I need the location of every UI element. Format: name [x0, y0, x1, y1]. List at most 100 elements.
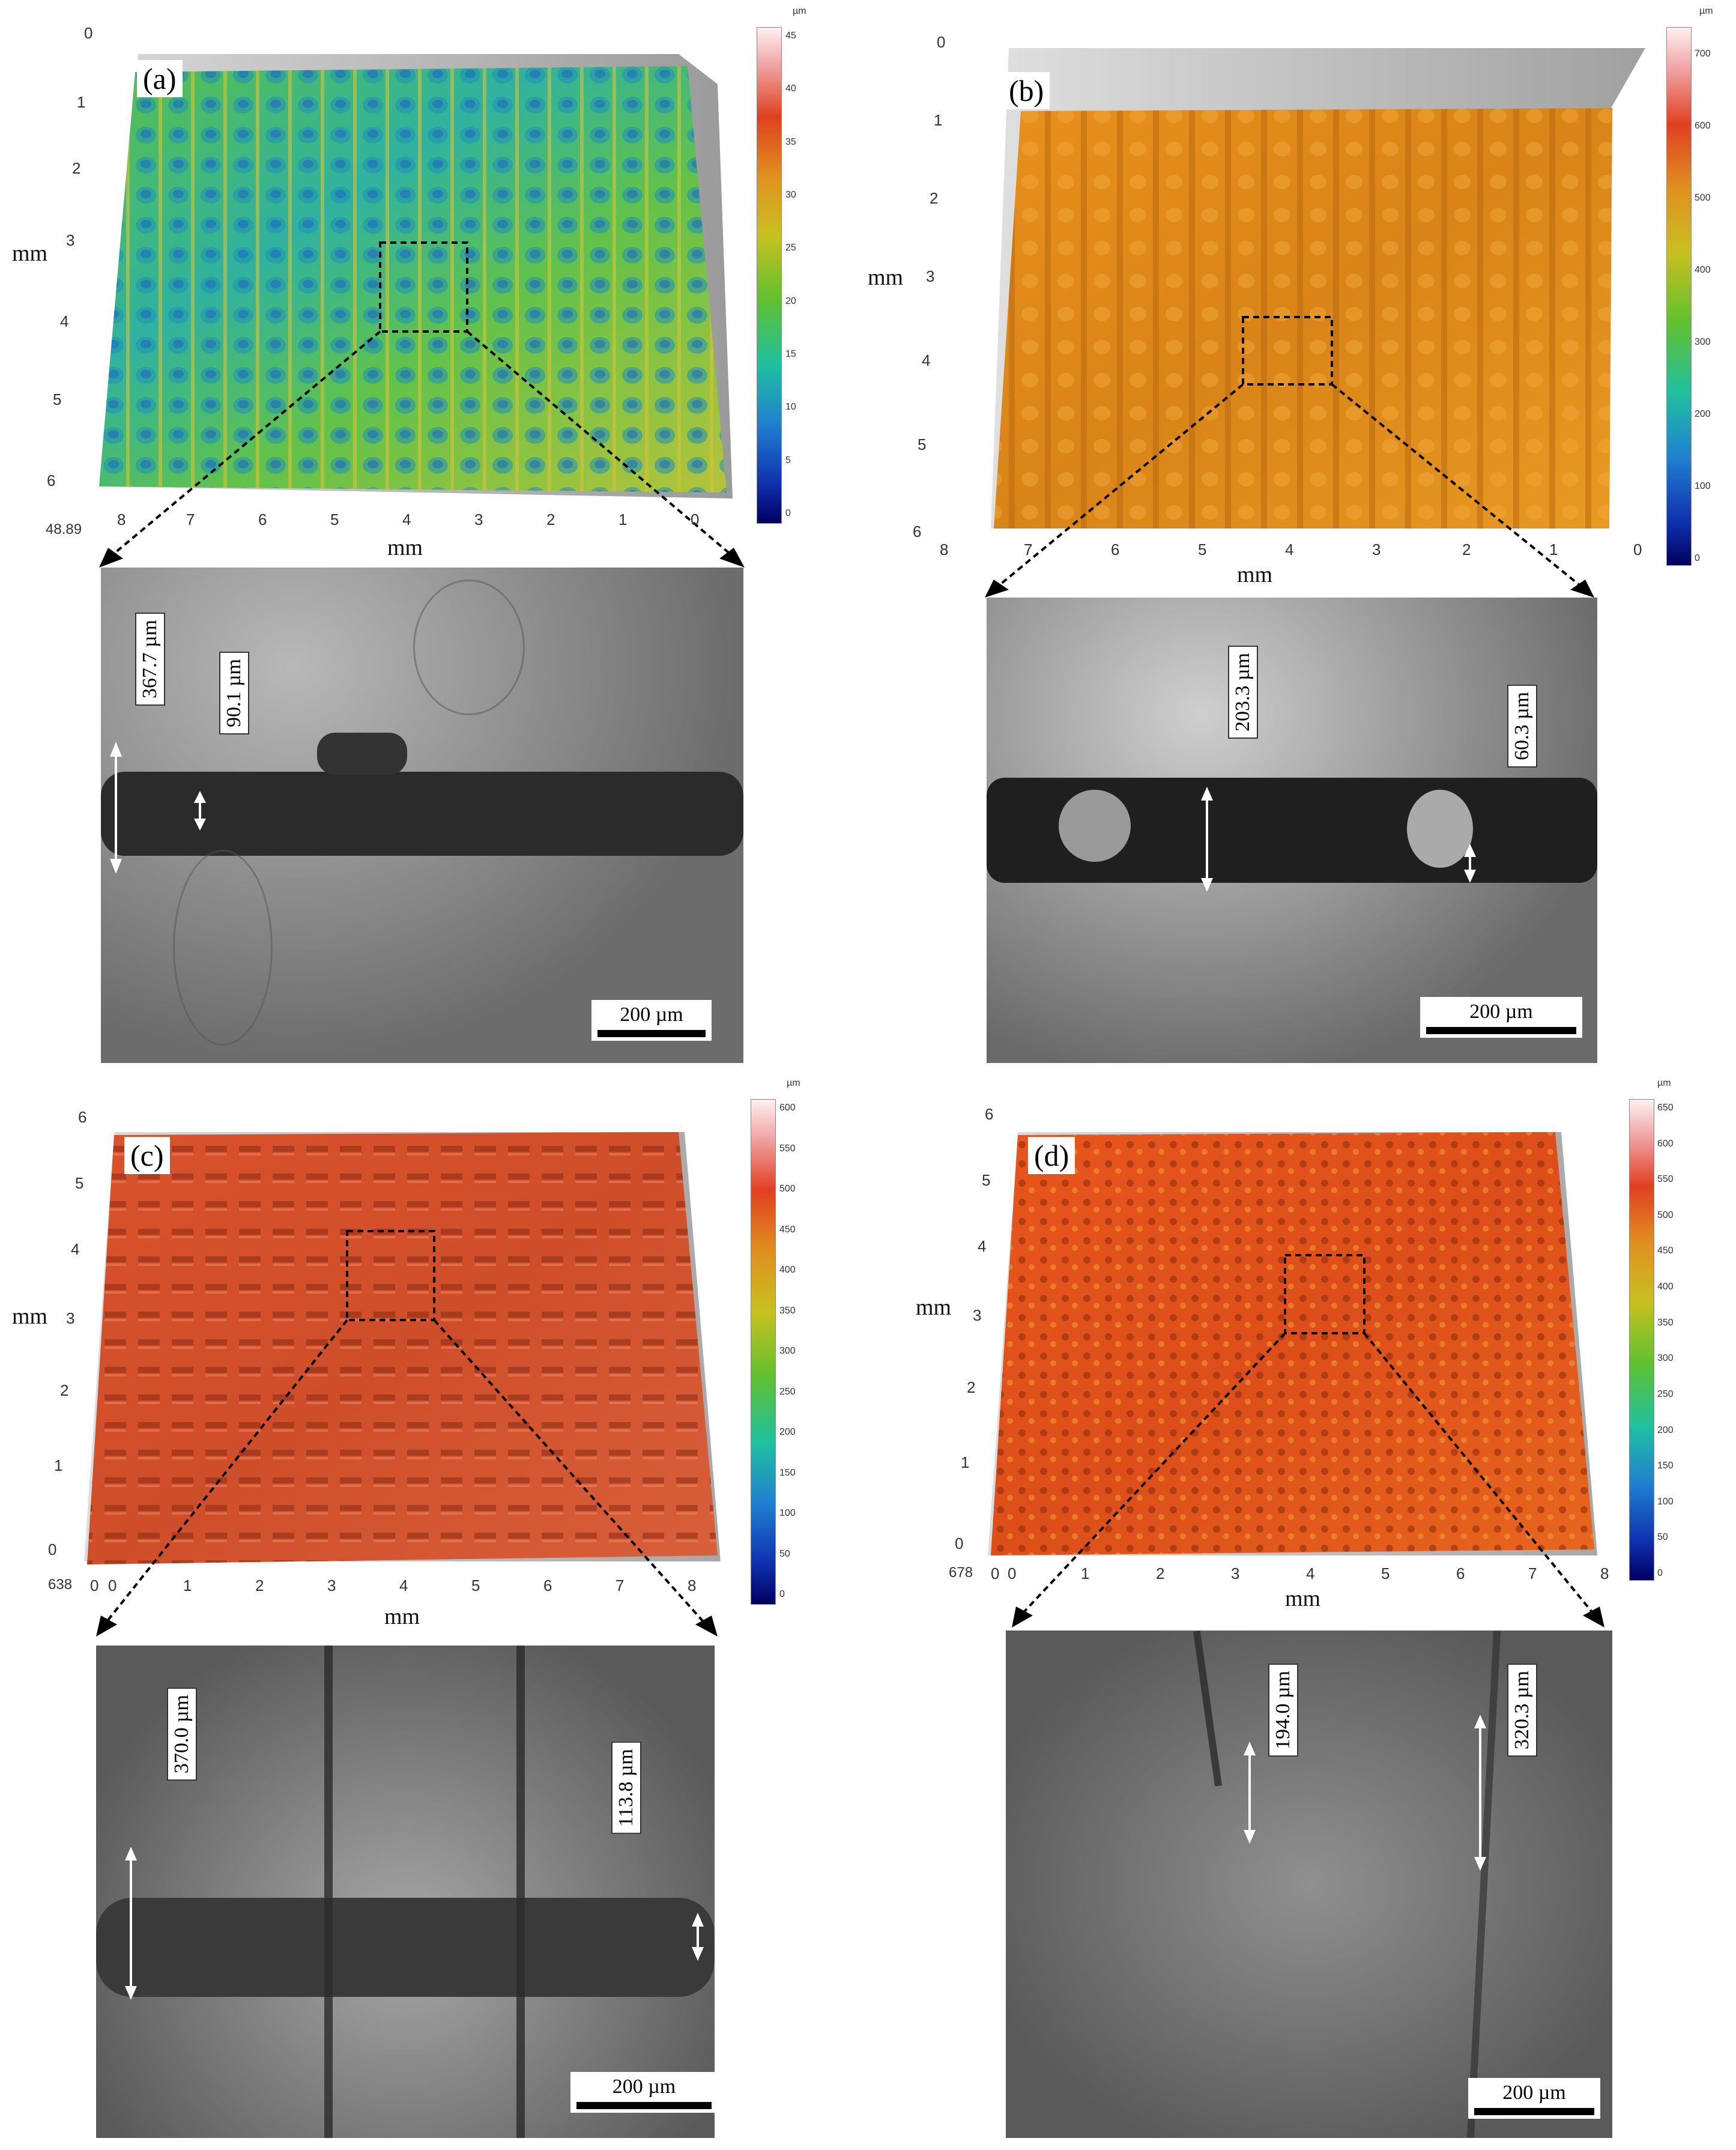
- arrowhead-right-a: [719, 548, 745, 568]
- colorbar-unit-a: µm: [793, 6, 806, 16]
- colorbar-tick: 350: [779, 1305, 796, 1316]
- x-tick: 6: [258, 510, 267, 528]
- measure-arrows-c: [125, 1847, 704, 2000]
- colorbar-tick: 550: [1657, 1174, 1674, 1185]
- sem-image-c: [96, 1646, 715, 2138]
- x-tick: 8: [940, 541, 949, 559]
- measurement-label: 90.1 µm: [219, 652, 249, 735]
- measurement-label: 370.0 µm: [167, 1688, 197, 1781]
- colorbar-unit-d: µm: [1657, 1078, 1671, 1088]
- zoom-line-left-a: [107, 330, 381, 560]
- surface-texture-c: [87, 1132, 718, 1564]
- panel-label-b: (b): [1003, 72, 1050, 109]
- colorbar-tick: 150: [1657, 1461, 1674, 1471]
- arrowhead-left-a: [99, 548, 123, 568]
- colorbar-tick: 100: [1695, 481, 1711, 491]
- surface-texture-d: [991, 1132, 1594, 1555]
- panel-label-c: (c): [124, 1137, 170, 1174]
- colorbar-unit-b: µm: [1699, 6, 1713, 16]
- colorbar-tick: 450: [1657, 1246, 1674, 1256]
- track-boundary: [324, 1646, 333, 2138]
- y-tick: 2: [967, 1378, 976, 1396]
- colorbar-tick: 500: [779, 1184, 796, 1194]
- zoom-line-right-a: [466, 330, 737, 560]
- x-tick: 7: [1528, 1564, 1537, 1582]
- measure-arrows-a: [110, 742, 206, 874]
- x-tick: 7: [1024, 541, 1033, 559]
- y-tick: 1: [934, 111, 943, 129]
- x-tick: 4: [1306, 1564, 1315, 1582]
- x-tick: 8: [117, 510, 126, 528]
- y-tick: 5: [53, 390, 62, 408]
- y-tick: 4: [71, 1240, 80, 1258]
- measure-arrows-b: [1201, 787, 1476, 892]
- y-axis-label-b: mm: [868, 265, 904, 290]
- scale-bar-line: [597, 1030, 706, 1037]
- y-tick: 3: [973, 1306, 982, 1324]
- colorbar-tick: 300: [1695, 337, 1711, 347]
- zoom-line-left-d: [1017, 1332, 1286, 1620]
- colorbar-tick: 500: [1657, 1210, 1674, 1220]
- zoom-line-left-b: [993, 383, 1244, 591]
- colorbar-tick: 450: [779, 1224, 796, 1235]
- scale-bar-line: [1426, 1027, 1576, 1034]
- y-tick: 6: [913, 522, 922, 541]
- scale-bar-b: 200 µm: [1420, 997, 1582, 1038]
- x-tick: 0: [991, 1564, 1000, 1582]
- y-tick: 3: [66, 231, 75, 249]
- x-tick: 5: [471, 1576, 480, 1594]
- gap-lobe: [317, 733, 407, 775]
- x-tick: 6: [543, 1576, 552, 1594]
- x-tick: 0: [1633, 541, 1642, 559]
- x-axis-label-d: mm: [1285, 1586, 1321, 1611]
- y-tick: 3: [926, 267, 935, 285]
- colorbar-tick: 100: [779, 1508, 796, 1518]
- y-axis-label-a: mm: [12, 241, 48, 266]
- y-tick: 6: [47, 471, 56, 489]
- y-tick: 4: [60, 312, 69, 330]
- melt-pool-bridge: [1059, 790, 1131, 862]
- y-tick: 6: [78, 1108, 87, 1126]
- y-tick: 5: [75, 1174, 84, 1192]
- y-tick: 0: [937, 33, 946, 51]
- y-tick: 5: [982, 1171, 991, 1189]
- y-tick: 3: [66, 1309, 75, 1327]
- x-tick: 7: [186, 510, 195, 528]
- colorbar-tick: 550: [779, 1143, 796, 1154]
- colorbar-tick: 300: [779, 1346, 796, 1356]
- melt-pool-bridge: [1407, 790, 1473, 868]
- colorbar-tick: 200: [1657, 1425, 1674, 1435]
- colorbar-tick: 50: [1657, 1532, 1668, 1543]
- panel-label-a: (a): [137, 60, 183, 97]
- x-tick: 5: [330, 510, 339, 528]
- zoom-box-c: [346, 1230, 435, 1321]
- measurement-label: 320.3 µm: [1507, 1664, 1537, 1757]
- arrowhead-left-d: [1012, 1606, 1033, 1628]
- zoom-line-right-b: [1331, 383, 1586, 591]
- surface-texture-b: [994, 108, 1612, 528]
- arrowhead-right-b: [1570, 580, 1594, 598]
- melt-pool-contour: [413, 580, 525, 715]
- zoom-line-left-c: [101, 1319, 348, 1629]
- y-tick: 0: [84, 24, 93, 42]
- colorbar-tick: 200: [1695, 409, 1711, 419]
- colorbar-tick: 300: [1657, 1353, 1674, 1364]
- scale-bar-label: 200 µm: [620, 1004, 683, 1026]
- surface-3d-d: [988, 1132, 1604, 1628]
- colorbar-c: [751, 1099, 776, 1605]
- x-tick: 3: [474, 510, 483, 528]
- colorbar-tick: 0: [785, 508, 791, 518]
- colorbar-unit-c: µm: [787, 1078, 800, 1088]
- x-tick: 8: [688, 1576, 697, 1594]
- scale-bar-line: [576, 2102, 712, 2109]
- colorbar-tick: 0: [1695, 553, 1700, 563]
- y-tick: 2: [72, 159, 81, 177]
- colorbar-d: [1629, 1099, 1654, 1581]
- y-tick: 1: [961, 1453, 970, 1471]
- y-axis-label-c: mm: [12, 1304, 48, 1329]
- x-tick: 1: [1081, 1564, 1090, 1582]
- x-tick: 4: [402, 510, 411, 528]
- track-boundary: [516, 1646, 525, 2138]
- colorbar-tick: 350: [1657, 1317, 1674, 1328]
- melt-track-gap-a: [101, 772, 743, 856]
